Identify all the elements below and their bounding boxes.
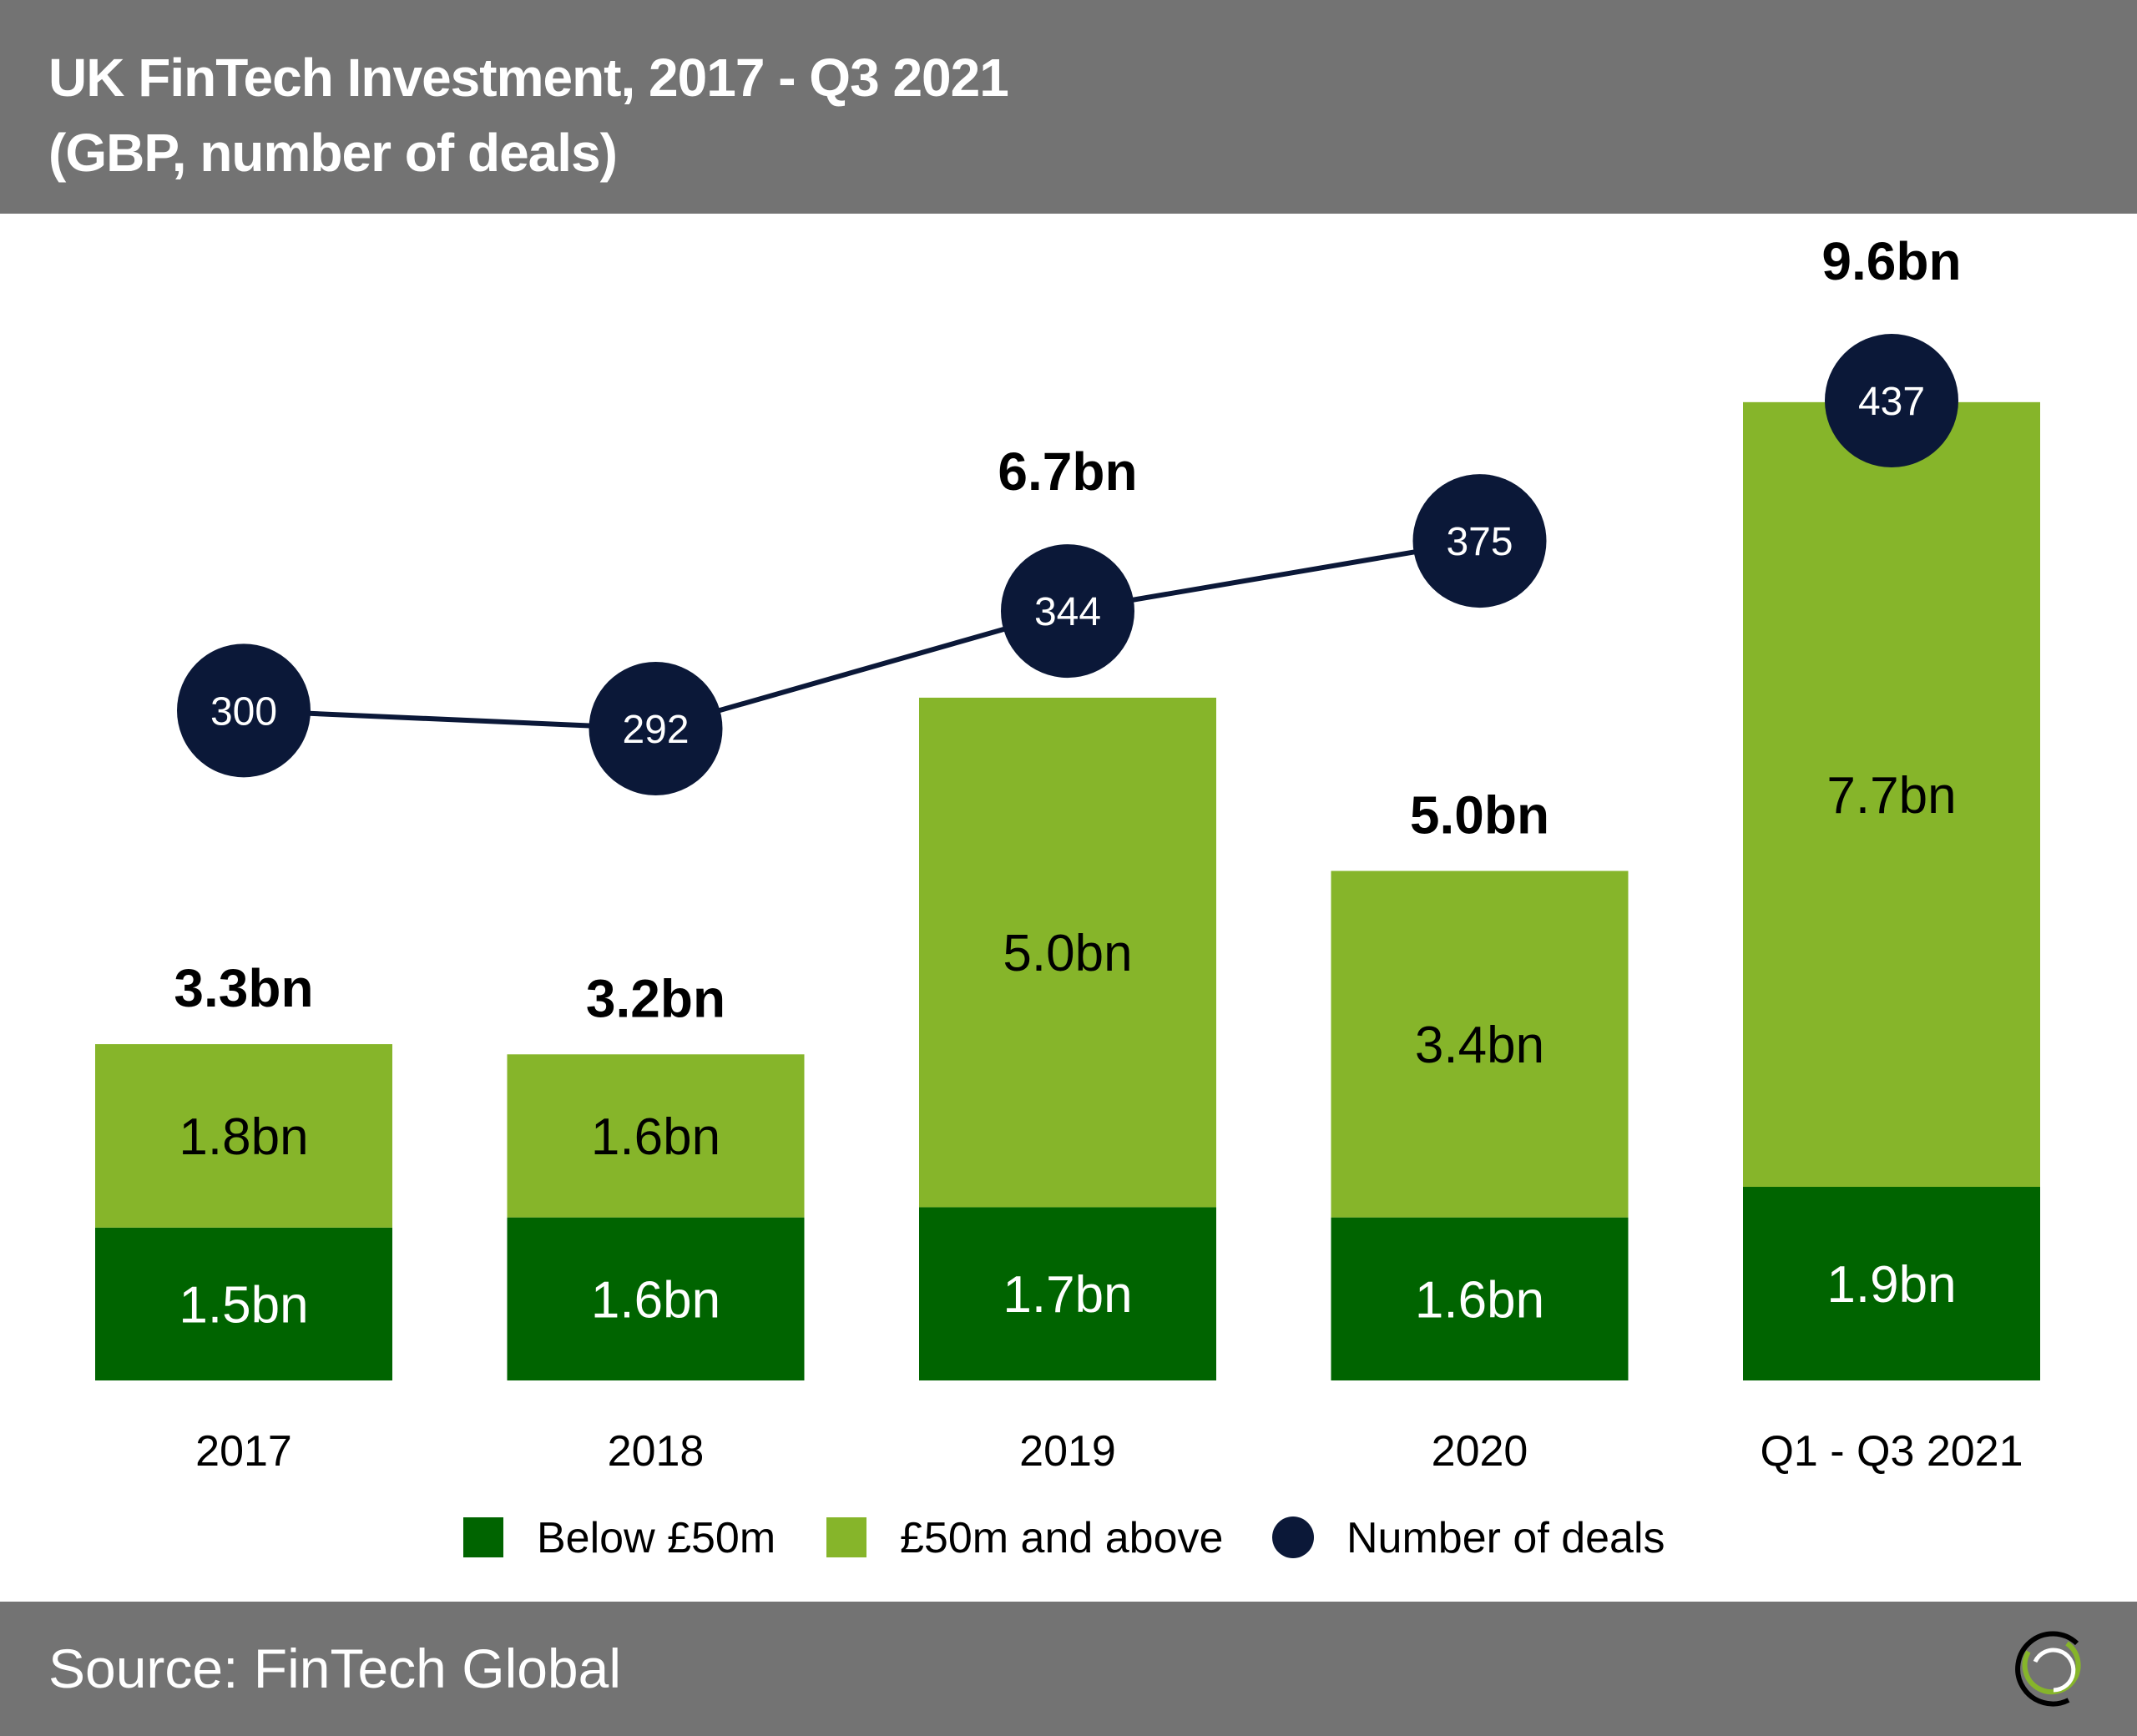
- bar-segment-above-50m: [1331, 871, 1629, 1218]
- bar-segment-above-50m: [507, 1054, 805, 1218]
- segment-data-label: 3.4bn: [1415, 1017, 1544, 1074]
- total-data-label: 5.0bn: [1410, 785, 1549, 845]
- segment-data-label: 1.8bn: [179, 1108, 308, 1166]
- deals-data-label: 437: [1858, 380, 1925, 424]
- fintech-global-logo-icon: [2015, 1631, 2081, 1707]
- legend-swatch: [826, 1517, 866, 1557]
- bar-segment-below-50m: [95, 1227, 392, 1380]
- title-banner: UK FinTech Investment, 2017 - Q3 2021 (G…: [0, 0, 2137, 214]
- bar-segment-above-50m: [95, 1044, 392, 1228]
- bar-segment-below-50m: [1331, 1217, 1629, 1380]
- segment-data-label: 1.6bn: [1415, 1271, 1544, 1329]
- deals-data-label: 375: [1446, 520, 1513, 564]
- legend-label: Below £50m: [537, 1514, 775, 1562]
- chart-title: UK FinTech Investment, 2017 - Q3 2021 (G…: [48, 40, 1009, 190]
- x-tick-label: 2017: [195, 1427, 292, 1476]
- title-line-2: (GBP, number of deals): [48, 123, 618, 183]
- x-tick-label: 2019: [1019, 1427, 1116, 1476]
- bar-segment-below-50m: [1743, 1187, 2040, 1380]
- title-line-1: UK FinTech Investment, 2017 - Q3 2021: [48, 48, 1009, 108]
- deals-data-label: 300: [210, 689, 277, 734]
- segment-data-label: 7.7bn: [1826, 767, 1956, 825]
- deals-marker: [1412, 474, 1547, 608]
- deals-data-label: 344: [1034, 590, 1101, 634]
- segment-data-label: 1.5bn: [179, 1276, 308, 1334]
- bar-segment-above-50m: [1743, 401, 2040, 1188]
- deals-marker: [1001, 544, 1134, 679]
- source-text: Source: FinTech Global: [48, 1638, 622, 1699]
- deals-marker: [1825, 334, 1958, 468]
- deals-data-label: 292: [622, 708, 689, 752]
- segment-data-label: 1.6bn: [591, 1108, 720, 1166]
- legend-label: Number of deals: [1346, 1514, 1665, 1562]
- x-tick-label: Q1 - Q3 2021: [1760, 1427, 2023, 1476]
- footer-banner: Source: FinTech Global: [0, 1602, 2137, 1736]
- deals-marker: [177, 643, 311, 778]
- legend-label: £50m and above: [900, 1514, 1223, 1562]
- total-data-label: 9.6bn: [1821, 231, 1961, 291]
- chart: 1.5bn 1.8bn 3.3bn 2017 1.6bn 1.6bn 3.2bn 2018 1.…: [95, 231, 2040, 1562]
- bar-segment-below-50m: [919, 1207, 1216, 1380]
- bar-segment-below-50m: [507, 1217, 805, 1380]
- total-data-label: 3.2bn: [586, 968, 725, 1028]
- deals-marker: [589, 662, 723, 795]
- segment-data-label: 1.7bn: [1003, 1266, 1132, 1324]
- total-data-label: 3.3bn: [174, 958, 313, 1018]
- deals-line: [243, 538, 1481, 732]
- x-tick-label: 2018: [608, 1427, 705, 1476]
- total-data-label: 6.7bn: [998, 442, 1137, 502]
- bar-segment-above-50m: [919, 697, 1216, 1208]
- legend-swatch: [463, 1517, 503, 1557]
- segment-data-label: 1.6bn: [591, 1271, 720, 1329]
- segment-data-label: 5.0bn: [1003, 925, 1132, 982]
- x-tick-label: 2020: [1432, 1427, 1528, 1476]
- segment-data-label: 1.9bn: [1826, 1256, 1956, 1314]
- legend-swatch: [1272, 1516, 1314, 1558]
